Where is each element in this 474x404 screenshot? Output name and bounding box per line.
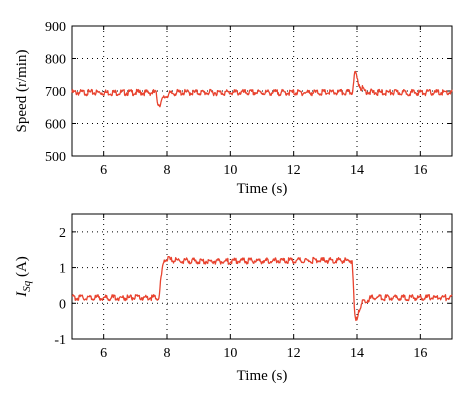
- y-tick-label: 2: [59, 226, 66, 241]
- current-y-label-symbol: I: [14, 291, 30, 298]
- y-tick-label: 700: [45, 85, 66, 100]
- y-tick-label: 800: [45, 53, 66, 68]
- speed-ticks: 6 8 10 12 14 16 500 600 700 800 900: [45, 20, 452, 178]
- y-tick-label: 0: [59, 297, 66, 312]
- speed-y-axis-label: Speed (r/min): [14, 50, 30, 133]
- y-tick-label: 1: [59, 262, 66, 277]
- x-tick-label: 8: [164, 346, 171, 361]
- x-tick-label: 10: [223, 163, 237, 178]
- y-tick-label: 600: [45, 118, 66, 133]
- current-y-axis-label: ISq (A): [14, 256, 33, 298]
- x-tick-label: 16: [413, 346, 427, 361]
- current-y-label-subscript: Sq: [21, 280, 33, 292]
- current-x-axis-label: Time (s): [237, 368, 288, 384]
- x-tick-label: 10: [223, 346, 237, 361]
- x-tick-label: 12: [287, 163, 301, 178]
- x-tick-label: 8: [164, 163, 171, 178]
- current-plot-frame: [71, 213, 453, 340]
- x-tick-label: 12: [287, 346, 301, 361]
- x-tick-label: 6: [100, 163, 107, 178]
- current-grid: [72, 214, 452, 340]
- x-tick-label: 14: [350, 163, 364, 178]
- current-trace: [71, 255, 453, 322]
- speed-x-axis-label: Time (s): [237, 181, 288, 197]
- y-tick-label: 500: [45, 150, 66, 165]
- speed-trace: [71, 70, 453, 108]
- x-tick-label: 6: [100, 346, 107, 361]
- x-tick-label: 14: [350, 346, 364, 361]
- speed-panel: 6 8 10 12 14 16 500 600 700 800 900 Time (s) Speed…: [14, 20, 453, 197]
- current-y-label-unit: (A): [14, 256, 30, 281]
- y-tick-label: -1: [54, 333, 66, 348]
- x-tick-label: 16: [413, 163, 427, 178]
- y-tick-label: 900: [45, 20, 66, 35]
